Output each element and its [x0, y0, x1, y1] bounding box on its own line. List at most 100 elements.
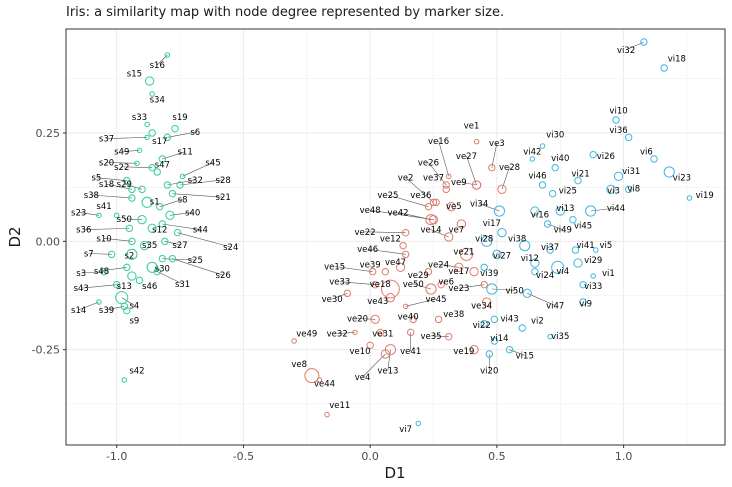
point-label-ve37: ve37: [423, 174, 444, 184]
point-label-ve44: ve44: [314, 380, 335, 390]
leader-line: [162, 258, 196, 261]
point-marker-s42: [121, 377, 128, 383]
point-label-s26: s26: [216, 271, 231, 281]
point-marker-vi30: [539, 143, 546, 149]
point-label-vi36: vi36: [609, 126, 627, 136]
point-label-s30: s30: [155, 265, 170, 275]
leader-line: [88, 253, 112, 255]
point-label-vi45: vi45: [574, 221, 592, 231]
point-marker-s43: [112, 280, 121, 289]
point-label-ve46: ve46: [357, 245, 378, 255]
point-label-s31: s31: [175, 280, 190, 290]
leader-line: [337, 332, 355, 334]
point-label-s16: s16: [150, 61, 165, 71]
leader-line: [83, 228, 130, 230]
point-marker-s33: [144, 121, 150, 128]
point-marker-vi37: [546, 246, 554, 254]
leader-line: [81, 271, 105, 274]
point-label-vi29: vi29: [584, 256, 602, 266]
point-marker-vi41: [571, 246, 580, 254]
leader-line: [106, 162, 137, 164]
point-label-vi16: vi16: [531, 211, 549, 221]
point-label-ve22: ve22: [355, 228, 376, 238]
point-marker-ve24: [454, 262, 464, 272]
point-label-s49: s49: [114, 148, 129, 158]
point-marker-ve25: [424, 202, 433, 211]
point-label-vi38: vi38: [508, 234, 526, 244]
leader-line: [334, 266, 373, 272]
point-label-vi50: vi50: [506, 286, 524, 296]
point-marker-ve22: [401, 228, 410, 237]
leader-line: [547, 223, 563, 230]
point-label-vi31: vi31: [622, 167, 640, 177]
point-label-s33: s33: [132, 113, 147, 123]
point-marker-vi23: [663, 166, 675, 178]
x-tick-label: 0.0: [361, 450, 379, 463]
leader-line: [121, 166, 153, 168]
point-label-ve40: ve40: [398, 312, 419, 322]
point-label-ve21: ve21: [453, 247, 474, 257]
point-marker-s30: [146, 261, 158, 273]
leader-line: [397, 212, 432, 220]
leader-line: [159, 199, 183, 207]
point-label-s13: s13: [117, 282, 132, 292]
leader-line: [365, 231, 406, 233]
leader-line: [177, 232, 231, 248]
point-label-s27: s27: [172, 241, 187, 251]
point-marker-ve31: [376, 328, 384, 337]
point-marker-ve12: [399, 241, 407, 250]
point-label-s8: s8: [178, 195, 188, 205]
point-label-ve17: ve17: [448, 267, 469, 277]
point-marker-vi31: [613, 171, 624, 181]
point-label-vi19: vi19: [696, 191, 714, 201]
point-marker-s44: [158, 220, 167, 228]
point-label-ve49: ve49: [296, 330, 317, 340]
point-label-ve1: ve1: [464, 122, 480, 132]
point-marker-s50: [137, 215, 147, 225]
leader-line: [162, 223, 201, 230]
point-label-ve13: ve13: [377, 367, 398, 377]
point-marker-ve49: [291, 338, 297, 344]
point-label-s50: s50: [117, 215, 132, 225]
point-label-vi35: vi35: [551, 332, 569, 342]
point-marker-ve44: [316, 377, 323, 383]
point-label-s19: s19: [172, 113, 187, 123]
point-label-ve15: ve15: [324, 263, 345, 273]
point-label-s24: s24: [223, 243, 238, 253]
point-marker-vi24: [531, 267, 539, 276]
x-axis-ticks: -1.0 -0.5 0.0 0.5 1.0: [106, 445, 632, 463]
point-label-vi27: vi27: [493, 252, 511, 262]
point-label-ve25: ve25: [377, 191, 398, 201]
leader-line: [527, 293, 556, 306]
leader-line: [78, 301, 100, 311]
leader-line: [91, 194, 132, 199]
point-marker-vi39: [480, 263, 488, 272]
point-label-ve32: ve32: [327, 330, 348, 340]
point-label-vi22: vi22: [473, 321, 491, 331]
x-axis-title: D1: [384, 464, 405, 482]
leader-line: [458, 284, 485, 289]
leader-line: [106, 183, 132, 190]
point-label-vi8: vi8: [627, 185, 640, 195]
point-marker-vi19: [686, 195, 693, 201]
point-label-s20: s20: [99, 159, 114, 169]
point-label-vi39: vi39: [480, 269, 498, 279]
point-label-s10: s10: [96, 234, 111, 244]
leader-line: [96, 177, 127, 181]
point-label-ve20: ve20: [347, 315, 368, 325]
point-marker-s17: [148, 129, 156, 137]
leader-line: [430, 229, 449, 238]
y-tick-label: 0.00: [36, 235, 61, 248]
point-label-s18: s18: [99, 180, 114, 190]
leader-line: [438, 264, 459, 268]
point-marker-s20: [134, 160, 140, 167]
point-marker-s28: [176, 181, 184, 189]
point-marker-vi17: [497, 228, 507, 238]
point-marker-s37: [144, 134, 150, 141]
point-marker-vi38: [519, 240, 531, 252]
x-tick-label: -0.5: [233, 450, 254, 463]
leader-line: [491, 288, 515, 291]
